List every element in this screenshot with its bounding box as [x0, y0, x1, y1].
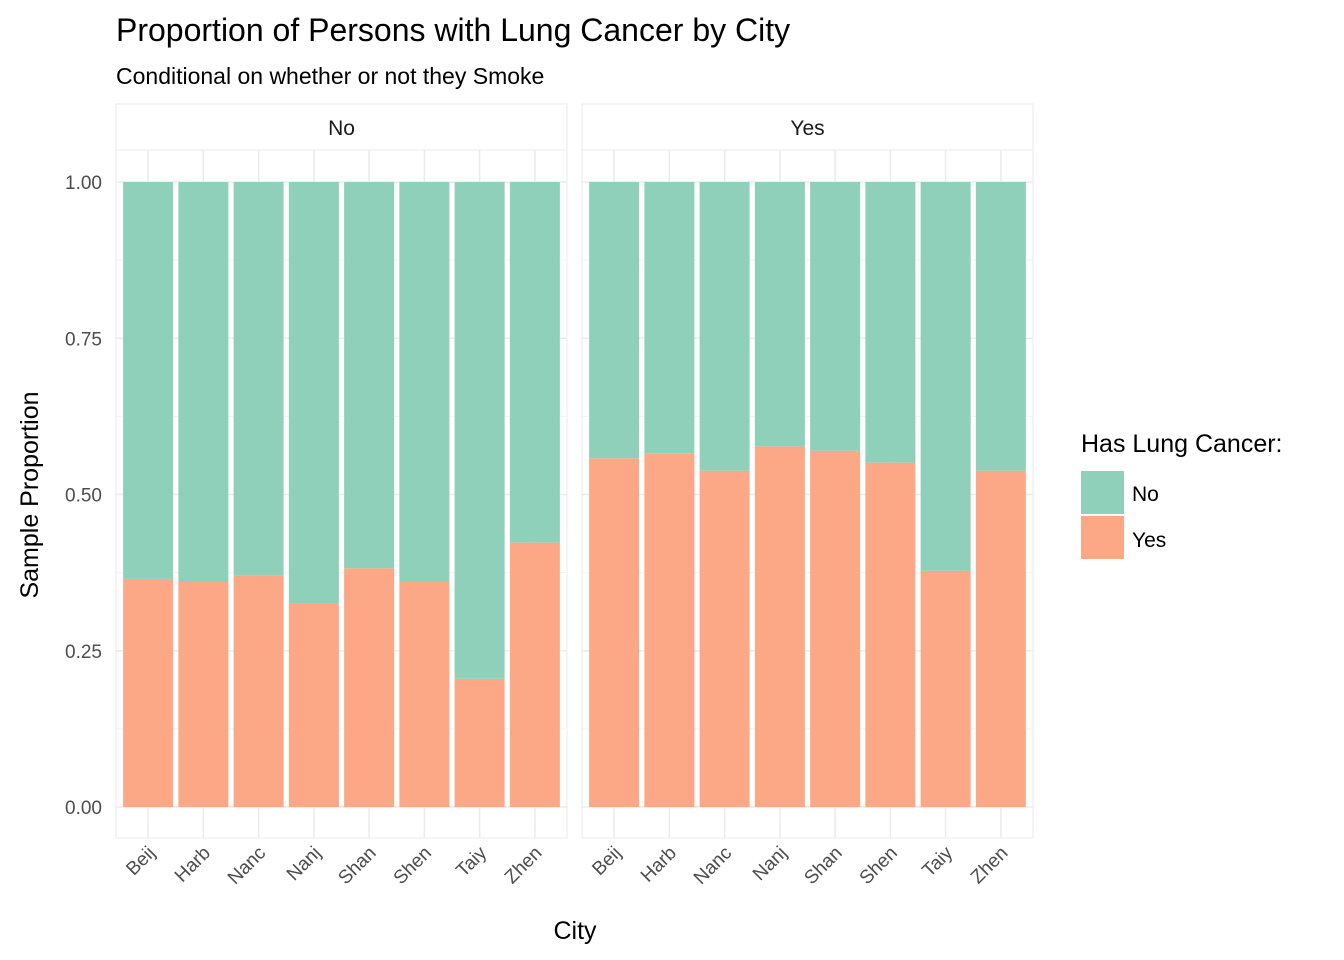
bar-yes-no-nanc: [233, 575, 284, 807]
legend: Has Lung Cancer: No Yes: [1081, 430, 1283, 559]
bar-yes-yes-zhen: [975, 470, 1026, 807]
facet-strip-label: Yes: [790, 117, 824, 140]
chart-subtitle: Conditional on whether or not they Smoke: [116, 63, 544, 89]
facet-strip: [581, 103, 1034, 151]
y-tick-label: 0.75: [65, 329, 102, 350]
bar-no-yes-nanj: [754, 182, 805, 447]
bar-yes-yes-harb: [644, 453, 695, 807]
y-tick-label: 0.25: [65, 642, 102, 663]
bar-no-no-taiy: [454, 182, 505, 679]
bar-yes-no-taiy: [454, 678, 505, 807]
bar-yes-yes-shan: [810, 450, 861, 807]
bar-yes-yes-shen: [865, 462, 916, 807]
bar-no-no-beij: [123, 182, 174, 579]
bar-yes-no-zhen: [509, 542, 560, 807]
bar-yes-no-shen: [399, 582, 450, 807]
facet-strip: [115, 103, 568, 151]
bar-no-yes-nanc: [699, 182, 750, 471]
y-axis: 0.00 0.25 0.50 0.75 1.00: [65, 173, 102, 819]
bar-no-yes-shan: [810, 182, 861, 451]
bar-yes-yes-beij: [589, 458, 640, 807]
y-tick-label: 0.50: [65, 486, 102, 507]
x-tick-label: Nanc: [690, 843, 736, 889]
legend-label-yes: Yes: [1132, 529, 1166, 552]
y-tick-label: 0.00: [65, 798, 102, 819]
y-axis-title: Sample Proportion: [16, 391, 44, 598]
bar-no-no-nanc: [233, 182, 284, 576]
bar-no-yes-zhen: [975, 182, 1026, 471]
facet-panel-yes: Yes Beij Harb Nanc Nanj Shan Shen Taiy Zhen: [581, 103, 1034, 889]
x-axis-title: City: [553, 917, 597, 945]
x-tick-label: Beij: [588, 843, 625, 880]
bar-no-no-shan: [344, 182, 395, 569]
x-tick-label: Beij: [122, 843, 159, 880]
bar-no-yes-shen: [865, 182, 916, 463]
x-tick-label: Nanj: [749, 843, 791, 885]
bar-yes-yes-taiy: [920, 570, 971, 807]
legend-key-no: [1081, 471, 1124, 514]
legend-label-no: No: [1132, 483, 1159, 506]
bar-no-yes-taiy: [920, 182, 971, 571]
x-tick-label: Shan: [334, 843, 380, 889]
bar-yes-no-shan: [344, 568, 395, 807]
x-tick-label: Harb: [171, 843, 215, 887]
x-tick-label: Zhen: [501, 843, 546, 888]
x-tick-label: Shen: [390, 843, 436, 889]
y-tick-label: 1.00: [65, 173, 102, 194]
bar-yes-no-beij: [123, 578, 174, 807]
x-tick-label: Zhen: [967, 843, 1012, 888]
x-tick-label: Shen: [856, 843, 902, 889]
bar-yes-no-harb: [178, 582, 229, 807]
facet-panel-no: No Beij Harb Nanc Nanj Shan Shen Taiy Zhen: [115, 103, 568, 889]
bar-no-yes-harb: [644, 182, 695, 454]
x-tick-label: Nanc: [224, 843, 270, 889]
x-tick-label: Nanj: [283, 843, 325, 885]
bar-no-yes-beij: [589, 182, 640, 459]
legend-title: Has Lung Cancer:: [1081, 430, 1283, 458]
bar-no-no-harb: [178, 182, 229, 582]
bar-yes-yes-nanc: [699, 470, 750, 807]
bar-no-no-zhen: [509, 182, 560, 543]
x-tick-label: Taiy: [452, 842, 491, 881]
bar-yes-no-nanj: [288, 603, 339, 807]
x-tick-label: Taiy: [918, 842, 957, 881]
bar-no-no-shen: [399, 182, 450, 582]
legend-key-yes: [1081, 516, 1124, 559]
x-tick-label: Shan: [800, 843, 846, 889]
bar-yes-yes-nanj: [754, 446, 805, 807]
bar-no-no-nanj: [288, 182, 339, 604]
chart-title: Proportion of Persons with Lung Cancer b…: [116, 12, 790, 48]
facet-strip-label: No: [328, 117, 355, 140]
x-tick-label: Harb: [637, 843, 681, 887]
